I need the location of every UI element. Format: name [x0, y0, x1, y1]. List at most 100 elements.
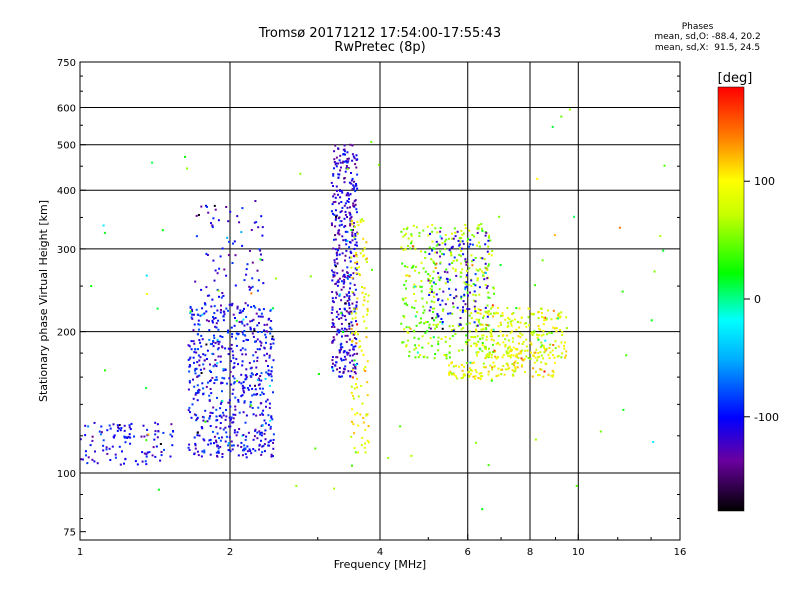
data-point	[542, 329, 545, 332]
data-point	[408, 355, 411, 358]
data-point	[212, 430, 214, 433]
data-point	[554, 361, 556, 364]
data-point	[359, 219, 362, 222]
data-point	[140, 435, 143, 438]
data-point	[272, 359, 275, 362]
data-point	[544, 339, 547, 342]
data-point	[410, 233, 413, 236]
data-point	[258, 348, 261, 351]
data-point	[349, 193, 352, 196]
data-point	[406, 331, 409, 334]
data-point	[439, 321, 442, 323]
data-point	[253, 305, 255, 307]
data-point	[486, 285, 489, 288]
data-point	[354, 232, 357, 235]
data-point	[221, 247, 224, 250]
data-point	[462, 300, 465, 303]
data-point	[124, 457, 127, 460]
data-point	[339, 375, 342, 378]
data-point	[476, 231, 479, 234]
data-point	[241, 384, 244, 387]
data-point	[244, 353, 247, 356]
data-point	[510, 324, 513, 327]
data-point	[217, 328, 220, 331]
data-point	[413, 293, 415, 295]
data-point	[410, 454, 413, 457]
data-point	[401, 297, 404, 300]
data-point	[407, 339, 409, 342]
data-point	[359, 345, 362, 348]
data-point	[344, 153, 346, 156]
data-point	[250, 404, 253, 407]
data-point	[537, 311, 540, 314]
data-point	[481, 337, 484, 340]
data-point	[489, 307, 492, 310]
data-point	[464, 303, 467, 306]
data-point	[530, 343, 533, 346]
data-point	[335, 162, 338, 165]
data-point	[268, 402, 271, 405]
data-point	[353, 283, 356, 286]
data-point	[449, 251, 452, 254]
data-point	[111, 445, 114, 448]
data-point	[459, 309, 462, 312]
data-point	[501, 368, 504, 371]
data-point	[474, 377, 477, 380]
data-point	[271, 379, 273, 382]
data-point	[565, 316, 568, 319]
data-point	[128, 426, 131, 429]
data-point	[352, 308, 355, 311]
data-point	[550, 374, 553, 377]
data-point	[445, 355, 448, 358]
data-point	[415, 285, 418, 288]
data-point	[269, 343, 272, 346]
data-point	[458, 244, 461, 247]
data-point	[344, 275, 346, 278]
data-point	[480, 328, 483, 331]
data-point	[338, 331, 340, 334]
data-point	[539, 346, 542, 349]
data-point	[349, 375, 352, 378]
data-point	[345, 328, 348, 331]
data-point	[447, 312, 449, 315]
data-point	[233, 324, 236, 327]
data-point	[462, 373, 465, 376]
data-point	[334, 196, 337, 199]
data-point	[338, 293, 341, 296]
data-point	[441, 327, 444, 330]
data-point	[452, 329, 455, 332]
data-point	[191, 403, 194, 406]
data-point	[511, 337, 514, 340]
data-point	[336, 254, 339, 257]
data-point	[458, 253, 461, 256]
data-point	[260, 431, 263, 434]
data-point	[270, 320, 273, 322]
data-point	[169, 433, 172, 436]
data-point	[482, 275, 485, 278]
data-point	[123, 436, 126, 439]
data-point	[422, 311, 425, 314]
data-point	[233, 362, 236, 365]
data-point	[195, 392, 198, 395]
data-point	[403, 234, 406, 237]
data-point	[362, 368, 365, 371]
data-point	[423, 355, 426, 358]
data-point	[251, 332, 254, 335]
data-point	[446, 298, 449, 301]
data-point	[434, 267, 437, 269]
data-point	[528, 324, 530, 327]
data-point	[336, 310, 338, 313]
data-point	[542, 375, 545, 378]
data-point	[431, 249, 434, 252]
data-point	[333, 150, 336, 153]
data-point	[225, 415, 228, 418]
data-point	[423, 309, 426, 312]
data-point	[341, 327, 344, 330]
data-point	[462, 309, 464, 312]
data-point	[121, 450, 123, 453]
data-point	[467, 238, 469, 240]
data-point	[414, 315, 417, 318]
data-point	[406, 304, 409, 307]
data-point	[488, 234, 490, 237]
